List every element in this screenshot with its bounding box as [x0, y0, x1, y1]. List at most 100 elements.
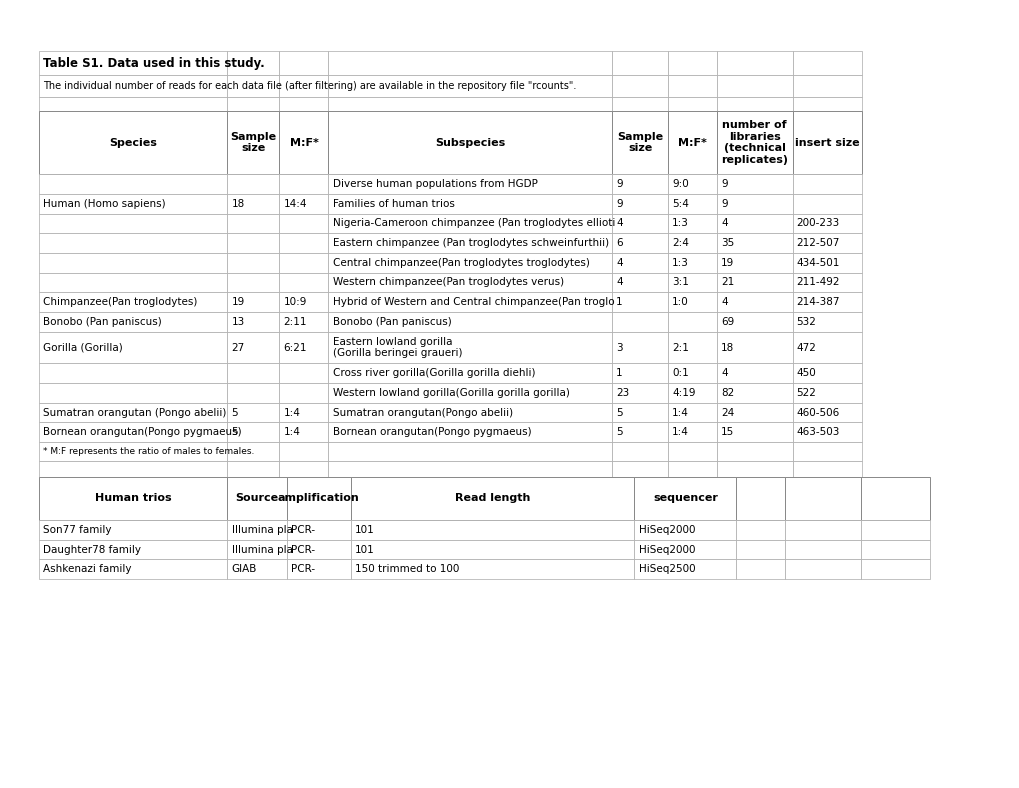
Bar: [227, 383, 279, 403]
Bar: [227, 233, 279, 253]
Bar: [792, 75, 861, 97]
Text: 532: 532: [796, 317, 815, 327]
Text: The individual number of reads for each data file (after filtering) are availabl: The individual number of reads for each …: [43, 81, 576, 91]
Text: 4: 4: [615, 218, 622, 229]
Text: PCR-: PCR-: [290, 564, 315, 574]
Bar: [328, 422, 611, 442]
Text: Human trios: Human trios: [95, 493, 171, 504]
Bar: [227, 111, 279, 174]
Text: Eastern chimpanzee (Pan troglodytes schweinfurthii): Eastern chimpanzee (Pan troglodytes schw…: [332, 238, 608, 248]
Bar: [279, 174, 328, 194]
Text: Son77 family: Son77 family: [43, 525, 111, 535]
Text: Chimpanzee(Pan troglodytes): Chimpanzee(Pan troglodytes): [43, 297, 197, 307]
Bar: [351, 520, 634, 540]
Text: 1:3: 1:3: [672, 258, 689, 268]
Text: 27: 27: [231, 343, 245, 352]
Text: 5: 5: [615, 427, 622, 437]
Bar: [611, 233, 667, 253]
Text: 82: 82: [720, 388, 734, 398]
Bar: [39, 422, 227, 442]
Bar: [39, 233, 227, 253]
Bar: [716, 75, 792, 97]
Bar: [39, 97, 227, 111]
Bar: [611, 253, 667, 273]
Text: 2:4: 2:4: [672, 238, 689, 248]
Text: 434-501: 434-501: [796, 258, 840, 268]
Text: Bonobo (Pan paniscus): Bonobo (Pan paniscus): [332, 317, 450, 327]
Bar: [328, 332, 611, 363]
Bar: [716, 383, 792, 403]
Text: insert size: insert size: [794, 138, 859, 147]
Text: 4: 4: [615, 277, 622, 288]
Text: * M:F represents the ratio of males to females.: * M:F represents the ratio of males to f…: [43, 447, 254, 456]
Bar: [227, 442, 279, 461]
Bar: [227, 75, 279, 97]
Text: 23: 23: [615, 388, 629, 398]
Bar: [227, 214, 279, 233]
Text: Sumatran orangutan (Pongo abelii): Sumatran orangutan (Pongo abelii): [43, 407, 226, 418]
Bar: [328, 194, 611, 214]
Bar: [792, 111, 861, 174]
Text: 1: 1: [615, 368, 622, 378]
Bar: [328, 75, 611, 97]
Text: 1:4: 1:4: [283, 427, 301, 437]
Text: 9: 9: [720, 179, 727, 189]
Text: 4:19: 4:19: [672, 388, 695, 398]
Text: 9:0: 9:0: [672, 179, 688, 189]
Bar: [328, 111, 611, 174]
Bar: [279, 253, 328, 273]
Bar: [39, 111, 227, 174]
Text: 212-507: 212-507: [796, 238, 840, 248]
Text: Sample
size: Sample size: [616, 132, 662, 154]
Bar: [667, 253, 716, 273]
Bar: [860, 520, 929, 540]
Bar: [286, 477, 351, 520]
Bar: [39, 292, 227, 312]
Bar: [39, 214, 227, 233]
Bar: [667, 97, 716, 111]
Bar: [279, 214, 328, 233]
Text: PCR-: PCR-: [290, 545, 315, 555]
Bar: [227, 363, 279, 383]
Bar: [634, 477, 736, 520]
Bar: [286, 559, 351, 579]
Bar: [716, 442, 792, 461]
Bar: [611, 111, 667, 174]
Bar: [667, 442, 716, 461]
Text: M:F*: M:F*: [289, 138, 318, 147]
Bar: [792, 174, 861, 194]
Bar: [279, 51, 328, 75]
Bar: [611, 403, 667, 422]
Text: GIAB: GIAB: [231, 564, 257, 574]
Text: 460-506: 460-506: [796, 407, 839, 418]
Bar: [39, 51, 227, 75]
Bar: [716, 214, 792, 233]
Bar: [279, 422, 328, 442]
Text: 15: 15: [720, 427, 734, 437]
Text: 2:11: 2:11: [283, 317, 307, 327]
Bar: [667, 174, 716, 194]
Bar: [328, 233, 611, 253]
Bar: [716, 174, 792, 194]
Bar: [716, 312, 792, 332]
Bar: [279, 363, 328, 383]
Bar: [667, 332, 716, 363]
Text: 4: 4: [615, 258, 622, 268]
Bar: [716, 363, 792, 383]
Text: Species: Species: [109, 138, 157, 147]
Text: Gorilla (Gorilla): Gorilla (Gorilla): [43, 343, 122, 352]
Text: Bornean orangutan(Pongo pygmaeus): Bornean orangutan(Pongo pygmaeus): [332, 427, 531, 437]
Text: Subspecies: Subspecies: [435, 138, 504, 147]
Bar: [611, 174, 667, 194]
Text: 9: 9: [720, 199, 727, 209]
Bar: [667, 273, 716, 292]
Text: Bonobo (Pan paniscus): Bonobo (Pan paniscus): [43, 317, 161, 327]
Bar: [279, 403, 328, 422]
Bar: [611, 51, 667, 75]
Bar: [227, 174, 279, 194]
Text: 19: 19: [231, 297, 245, 307]
Bar: [634, 520, 736, 540]
Text: 9: 9: [615, 199, 622, 209]
Bar: [667, 233, 716, 253]
Text: 472: 472: [796, 343, 815, 352]
